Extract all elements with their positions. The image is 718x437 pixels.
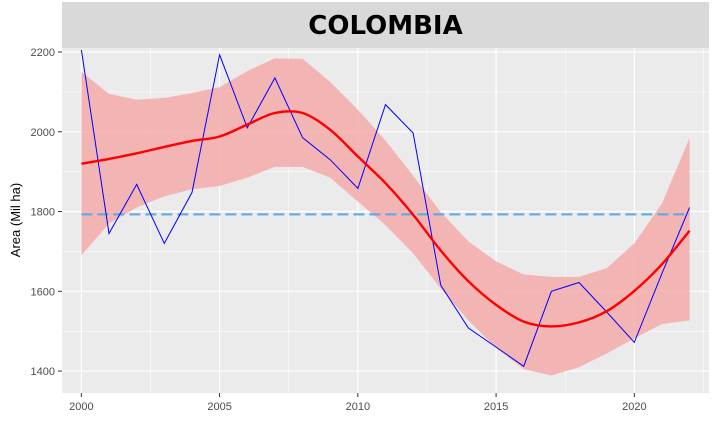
- y-axis: 1400 1600 1800 2000 2200: [31, 47, 62, 378]
- y-tick-label: 1800: [31, 207, 55, 219]
- smooth-line: [81, 110, 691, 328]
- y-axis-label: Area (Mil ha): [8, 183, 23, 257]
- observed-line: [80, 49, 691, 368]
- y-tick-label: 2200: [31, 47, 55, 59]
- confidence-band: [81, 58, 690, 376]
- y-tick-label: 1600: [31, 286, 55, 298]
- x-axis: 2000 2005 2010 2015 2020: [69, 393, 647, 413]
- y-tick-label: 1400: [31, 366, 55, 378]
- x-tick-label: 2010: [346, 401, 370, 413]
- confidence-band-layer: [81, 58, 690, 376]
- x-tick-label: 2000: [69, 401, 93, 413]
- title-strip-background: [62, 2, 709, 48]
- chart-title: COLOMBIA: [308, 11, 462, 41]
- x-tick-label: 2015: [484, 401, 508, 413]
- observed-series-layer: [80, 49, 691, 368]
- x-tick-label: 2020: [622, 401, 646, 413]
- x-tick-label: 2005: [207, 401, 231, 413]
- title-strip: COLOMBIA: [62, 2, 709, 48]
- smooth-series-layer: [81, 110, 691, 328]
- y-tick-label: 2000: [31, 127, 55, 139]
